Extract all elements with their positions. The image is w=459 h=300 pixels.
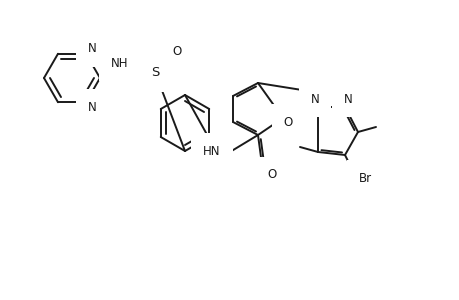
Text: S: S [151, 65, 159, 79]
Text: N: N [310, 92, 319, 106]
Text: N: N [343, 92, 352, 106]
Text: HN: HN [203, 145, 220, 158]
Text: O: O [120, 68, 129, 82]
Text: O: O [267, 169, 276, 182]
Text: Br: Br [358, 172, 371, 184]
Text: N: N [87, 42, 96, 55]
Text: N: N [87, 101, 96, 114]
Text: NH: NH [111, 56, 129, 70]
Text: O: O [283, 116, 292, 128]
Text: O: O [172, 44, 181, 58]
